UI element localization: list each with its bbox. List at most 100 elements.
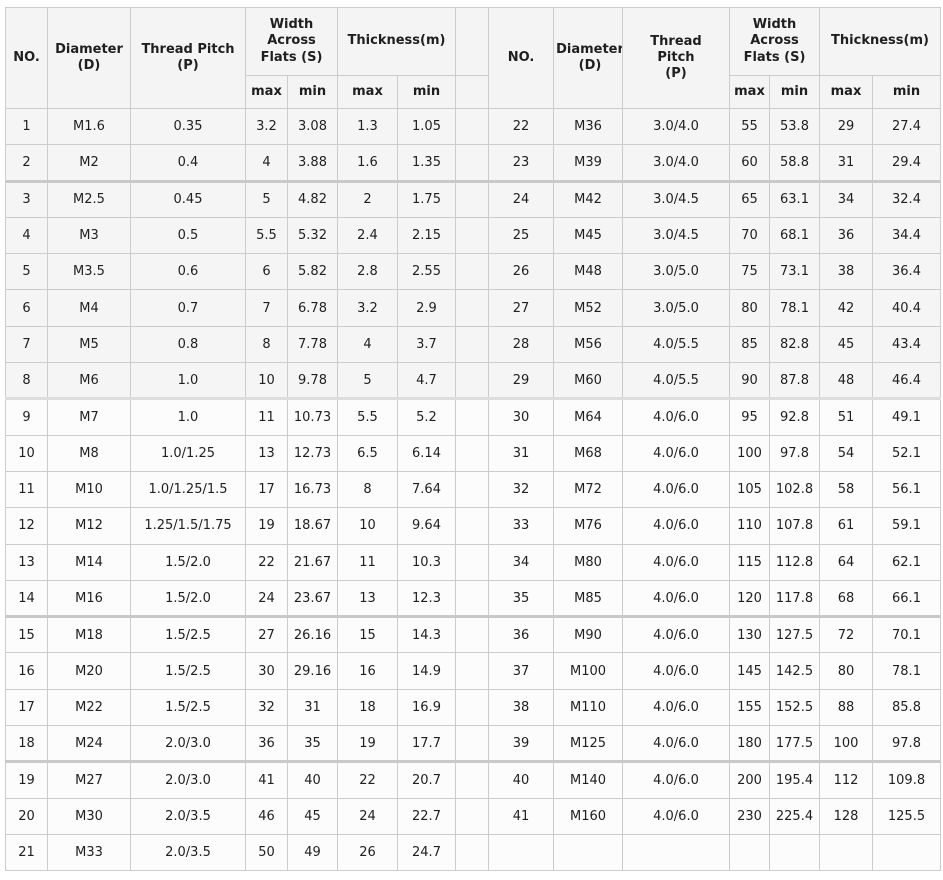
cell-diameter: M8 xyxy=(47,434,131,472)
cell-thread-pitch: 4.0/6.0 xyxy=(622,543,730,581)
cell-m-min: 22.7 xyxy=(397,797,456,835)
cell-diameter: M42 xyxy=(553,180,623,218)
cell-no: 40 xyxy=(488,761,554,799)
cell-diameter: M3.5 xyxy=(47,253,131,291)
spacer-cell xyxy=(455,797,489,835)
cell-m-max: 13 xyxy=(337,579,398,619)
cell-m-min: 10.3 xyxy=(397,543,456,581)
cell-diameter: M48 xyxy=(553,253,623,291)
cell-s-min: 18.67 xyxy=(287,507,338,545)
cell-s-min: 29.16 xyxy=(287,652,338,690)
cell-m-min: 70.1 xyxy=(872,616,941,654)
cell-s-max: 10 xyxy=(245,362,288,401)
cell-s-min: 107.8 xyxy=(769,507,820,545)
cell-s-min: 142.5 xyxy=(769,652,820,690)
cell-s-max: 41 xyxy=(245,761,288,799)
spacer-cell xyxy=(455,7,489,76)
table-row: 4 M3 0.5 5.5 5.32 2.4 2.15 25 M45 3.0/4.5 70 68.1 36… xyxy=(5,216,941,255)
cell-thread-pitch: 4.0/6.0 xyxy=(622,725,730,764)
cell-s-max: 100 xyxy=(729,434,770,472)
cell-no: 13 xyxy=(5,543,48,581)
cell-m-min: 1.35 xyxy=(397,144,456,183)
cell-m-max: 5.5 xyxy=(337,398,398,436)
cell-s-min: 5.82 xyxy=(287,253,338,291)
cell-s-max: 13 xyxy=(245,434,288,472)
cell-thread-pitch: 4.0/5.5 xyxy=(622,325,730,364)
cell-no: 24 xyxy=(488,180,554,218)
cell-diameter: M33 xyxy=(47,833,131,872)
col-header-m-min-left: min xyxy=(397,75,456,109)
cell-no: 5 xyxy=(5,253,48,291)
cell-diameter: M160 xyxy=(553,797,623,835)
cell-m-min: 9.64 xyxy=(397,507,456,545)
cell-m-min: 62.1 xyxy=(872,543,941,581)
cell-m-max: 6.5 xyxy=(337,434,398,472)
cell-s-min: 3.08 xyxy=(287,107,338,146)
cell-diameter: M68 xyxy=(553,434,623,472)
col-header-no-right: NO. xyxy=(488,7,554,109)
cell-thread-pitch: 1.5/2.5 xyxy=(130,652,246,690)
cell-m-max: 2.8 xyxy=(337,253,398,291)
cell-diameter: M85 xyxy=(553,579,623,619)
cell-thread-pitch: 4.0/6.0 xyxy=(622,579,730,619)
col-header-thickness-left: Thickness(m) xyxy=(337,7,456,76)
cell-s-min: 102.8 xyxy=(769,470,820,509)
cell-s-min: 97.8 xyxy=(769,434,820,472)
spacer-cell xyxy=(455,616,489,654)
cell-s-min: 12.73 xyxy=(287,434,338,472)
cell-diameter: M39 xyxy=(553,144,623,183)
cell-s-min: 40 xyxy=(287,761,338,799)
cell-thread-pitch: 3.0/4.5 xyxy=(622,180,730,218)
cell-no: 35 xyxy=(488,579,554,619)
cell-m-max: 26 xyxy=(337,833,398,872)
spacer-cell xyxy=(455,107,489,146)
cell-m-min xyxy=(872,833,941,872)
cell-thread-pitch: 3.0/4.5 xyxy=(622,216,730,255)
col-header-width-across-flats-left: Width Across Flats (S) xyxy=(245,7,338,76)
cell-no: 7 xyxy=(5,325,48,364)
cell-m-max: 2 xyxy=(337,180,398,218)
table-row: 13 M14 1.5/2.0 22 21.67 11 10.3 34 M80 4.0/6.0 115… xyxy=(5,543,941,581)
spacer-cell xyxy=(455,470,489,509)
cell-s-min: 45 xyxy=(287,797,338,835)
cell-thread-pitch: 1.0 xyxy=(130,362,246,401)
cell-m-min: 49.1 xyxy=(872,398,941,436)
cell-no: 21 xyxy=(5,833,48,872)
col-header-width-across-flats-right: Width Across Flats (S) xyxy=(729,7,820,76)
cell-thread-pitch: 1.5/2.0 xyxy=(130,579,246,619)
cell-thread-pitch: 1.5/2.5 xyxy=(130,616,246,654)
cell-thread-pitch: 1.0/1.25/1.5 xyxy=(130,470,246,509)
col-header-s-max-left: max xyxy=(245,75,288,109)
cell-s-max: 230 xyxy=(729,797,770,835)
cell-diameter: M110 xyxy=(553,688,623,727)
cell-diameter: M140 xyxy=(553,761,623,799)
cell-m-max: 31 xyxy=(819,144,873,183)
table-row: 7 M5 0.8 8 7.78 4 3.7 28 M56 4.0/5.5 85 82.8 45 43.4 xyxy=(5,325,941,364)
cell-m-min: 32.4 xyxy=(872,180,941,218)
cell-s-min: 225.4 xyxy=(769,797,820,835)
cell-no: 10 xyxy=(5,434,48,472)
cell-m-max: 88 xyxy=(819,688,873,727)
cell-thread-pitch: 0.6 xyxy=(130,253,246,291)
table-row: 16 M20 1.5/2.5 30 29.16 16 14.9 37 M100 4.0/6.0 14… xyxy=(5,652,941,690)
cell-m-max: 38 xyxy=(819,253,873,291)
cell-m-max: 68 xyxy=(819,579,873,619)
cell-no: 39 xyxy=(488,725,554,764)
cell-s-max: 95 xyxy=(729,398,770,436)
cell-diameter: M4 xyxy=(47,289,131,327)
cell-m-max: 11 xyxy=(337,543,398,581)
cell-m-max: 2.4 xyxy=(337,216,398,255)
cell-m-max: 51 xyxy=(819,398,873,436)
cell-m-min: 14.9 xyxy=(397,652,456,690)
table-row: 20 M30 2.0/3.5 46 45 24 22.7 41 M160 4.0/6.0 230 22… xyxy=(5,797,941,835)
cell-diameter: M12 xyxy=(47,507,131,545)
cell-m-min: 59.1 xyxy=(872,507,941,545)
cell-s-min: 23.67 xyxy=(287,579,338,619)
cell-s-max: 46 xyxy=(245,797,288,835)
cell-m-max xyxy=(819,833,873,872)
cell-thread-pitch: 4.0/6.0 xyxy=(622,652,730,690)
cell-no: 17 xyxy=(5,688,48,727)
cell-no: 34 xyxy=(488,543,554,581)
cell-s-max: 7 xyxy=(245,289,288,327)
cell-m-max: 10 xyxy=(337,507,398,545)
